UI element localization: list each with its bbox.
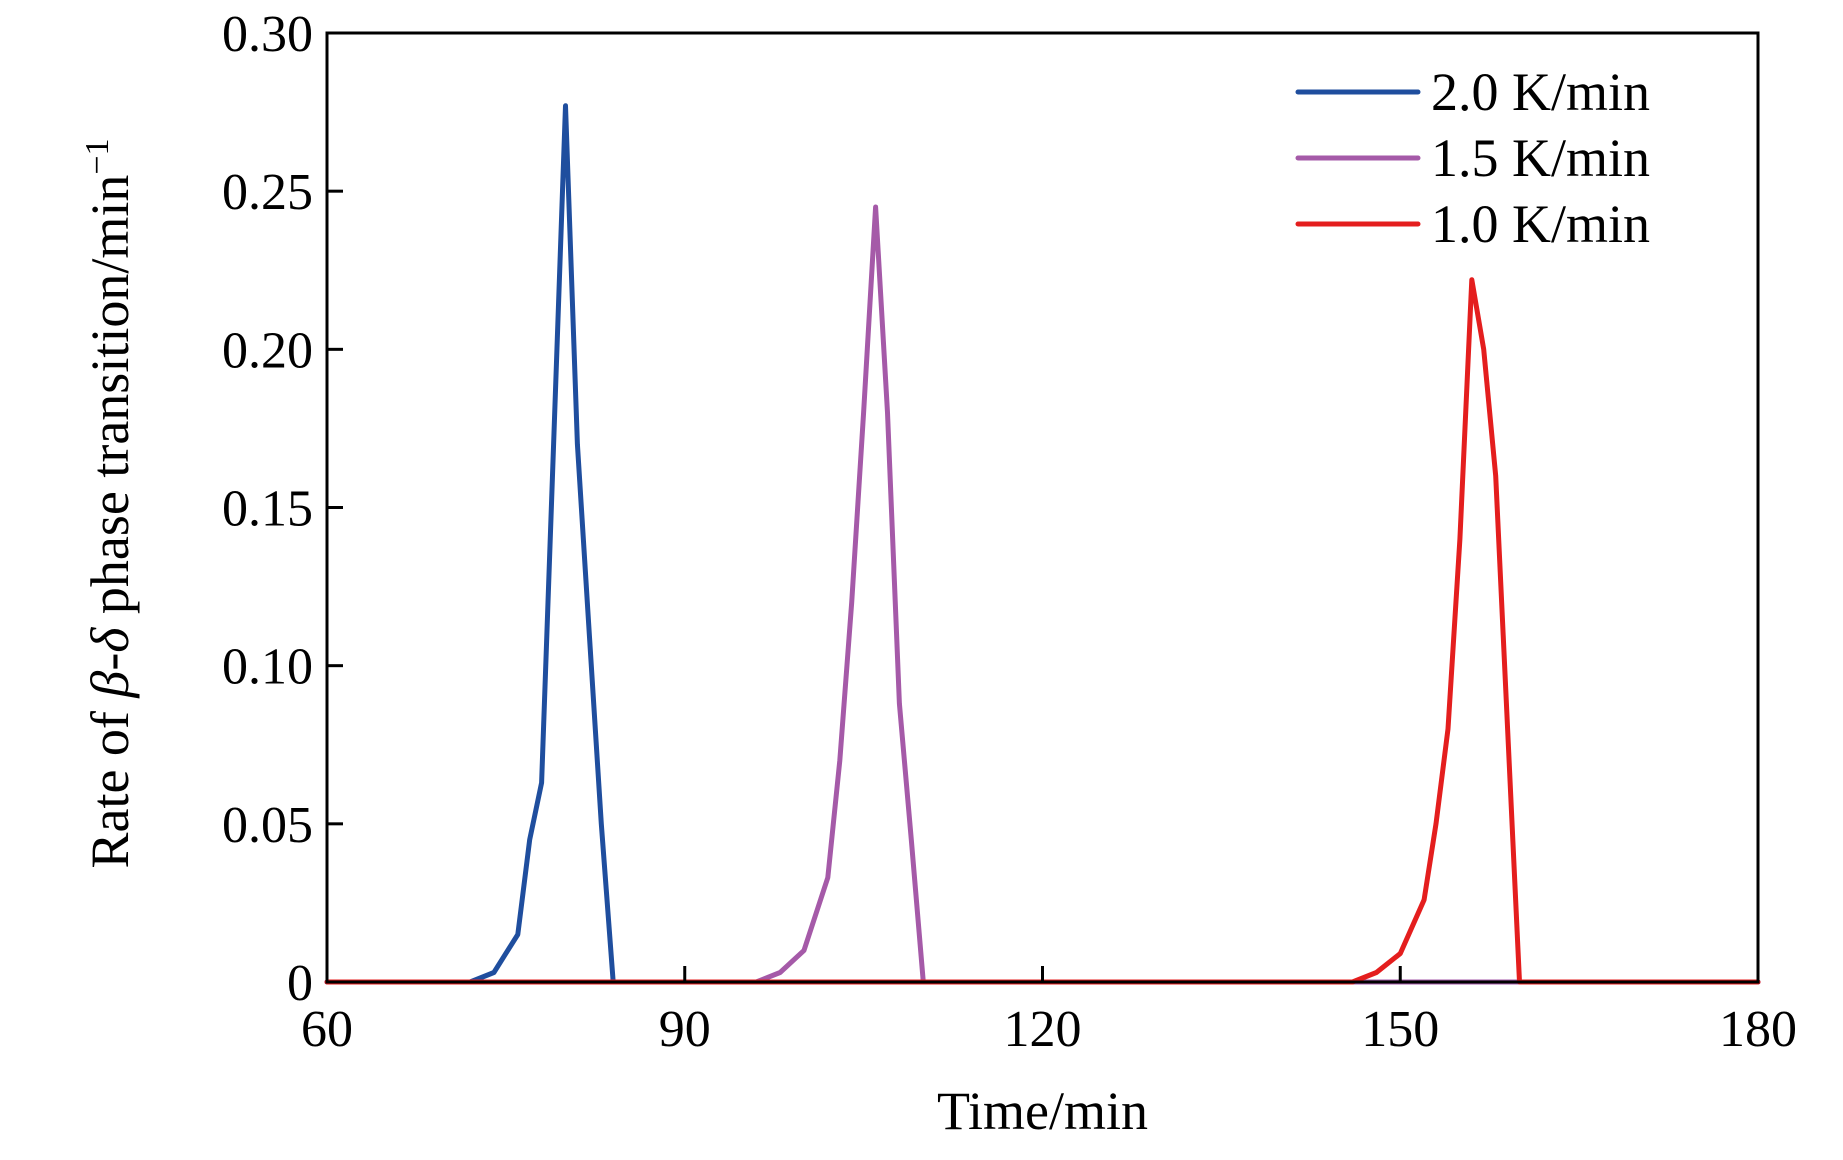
x-tick-label: 120 <box>1004 1001 1082 1058</box>
tick-labels-layer: 60 90 120 150 180 0 0.05 0.10 0.15 0.20 0.25 0.30 <box>222 6 1797 1058</box>
ticks-layer <box>327 189 1402 982</box>
series-line-1-0-k-min <box>324 277 1761 985</box>
y-axis-title-beta: β <box>80 671 140 699</box>
y-tick-label: 0.15 <box>222 481 313 538</box>
y-tick-label: 0.30 <box>222 6 313 63</box>
legend-label: 1.0 K/min <box>1431 194 1650 254</box>
y-axis-title-dash: - <box>80 653 140 671</box>
x-tick-label: 150 <box>1361 1001 1439 1058</box>
y-axis-title-superscript: −1 <box>79 138 116 174</box>
y-tick-label: 0.05 <box>222 797 313 854</box>
y-axis-title: Rate of β-δ phase transition/min−1 <box>79 138 140 868</box>
x-tick-label: 60 <box>301 1001 353 1058</box>
series-line-2-0-k-min <box>324 103 1761 985</box>
x-tick-label: 90 <box>659 1001 711 1058</box>
y-tick-label: 0.10 <box>222 639 313 696</box>
series-layer <box>324 103 1761 985</box>
y-axis-title-prefix: Rate of <box>80 698 140 869</box>
y-tick-label: 0 <box>287 955 313 1012</box>
y-tick-label: 0.20 <box>222 322 313 379</box>
legend-label: 2.0 K/min <box>1431 62 1650 122</box>
legend-label: 1.5 K/min <box>1431 128 1650 188</box>
y-axis-title-delta: δ <box>80 627 140 653</box>
series-line-1-5-k-min <box>324 204 1761 985</box>
y-axis-title-middle: phase transition/min <box>80 175 140 628</box>
x-tick-label: 180 <box>1719 1001 1797 1058</box>
x-axis-title: Time/min <box>937 1081 1148 1141</box>
y-tick-label: 0.25 <box>222 164 313 221</box>
